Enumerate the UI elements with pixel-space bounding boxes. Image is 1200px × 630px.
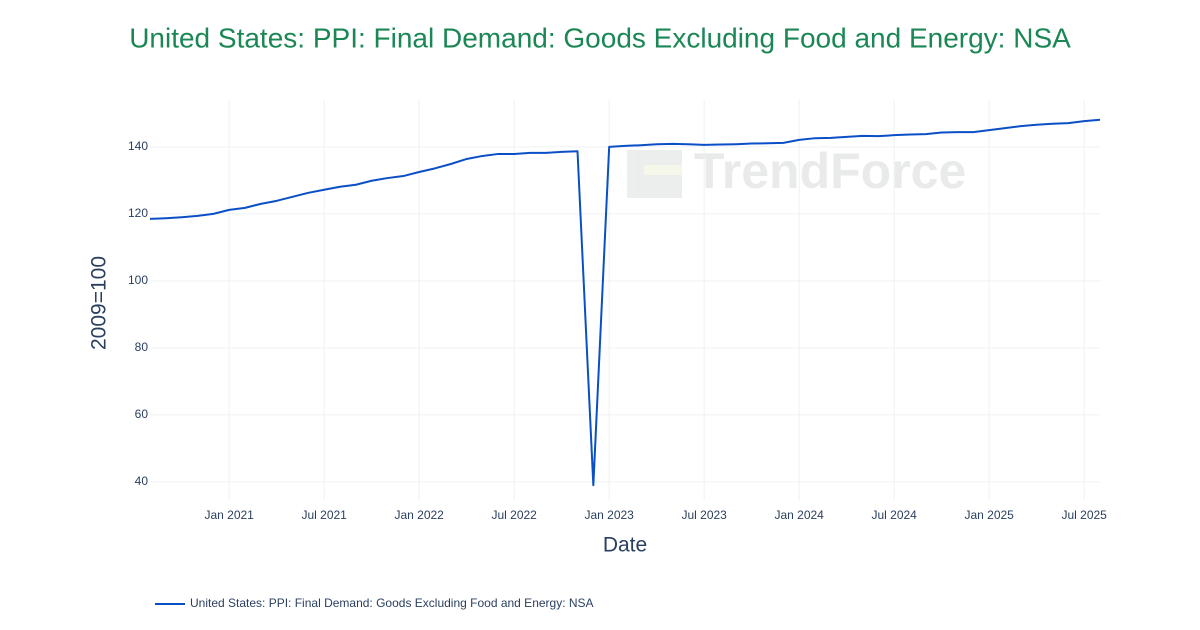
y-tick-label: 40 (135, 474, 149, 488)
y-tick-label: 60 (135, 407, 149, 421)
y-tick-label: 80 (135, 340, 149, 354)
watermark-logo (644, 165, 682, 175)
x-tick-label: Jan 2024 (774, 508, 824, 522)
watermark: TrendForce (627, 143, 966, 199)
x-tick-label: Jan 2022 (394, 508, 444, 522)
y-axis-title: 2009=100 (88, 256, 111, 350)
line (149, 118, 1101, 487)
x-tick-label: Jul 2022 (491, 508, 537, 522)
grid (150, 100, 1100, 500)
watermark-logo (627, 150, 682, 198)
y-tick-label: 140 (128, 139, 148, 153)
watermark-text: TrendForce (694, 143, 966, 199)
x-tick-label: Jan 2021 (204, 508, 254, 522)
x-tick-label: Jan 2025 (964, 508, 1014, 522)
chart-title: United States: PPI: Final Demand: Goods … (129, 22, 1071, 53)
y-tick-label: 120 (128, 206, 148, 220)
x-tick-label: Jul 2023 (681, 508, 727, 522)
x-tick-label: Jul 2021 (301, 508, 347, 522)
x-axis-title: Date (603, 534, 647, 557)
x-tick-label: Jul 2025 (1061, 508, 1107, 522)
y-tick-label: 100 (128, 273, 148, 287)
x-tick-label: Jan 2023 (584, 508, 634, 522)
x-tick-label: Jul 2024 (871, 508, 917, 522)
legend-label: United States: PPI: Final Demand: Goods … (190, 596, 594, 610)
